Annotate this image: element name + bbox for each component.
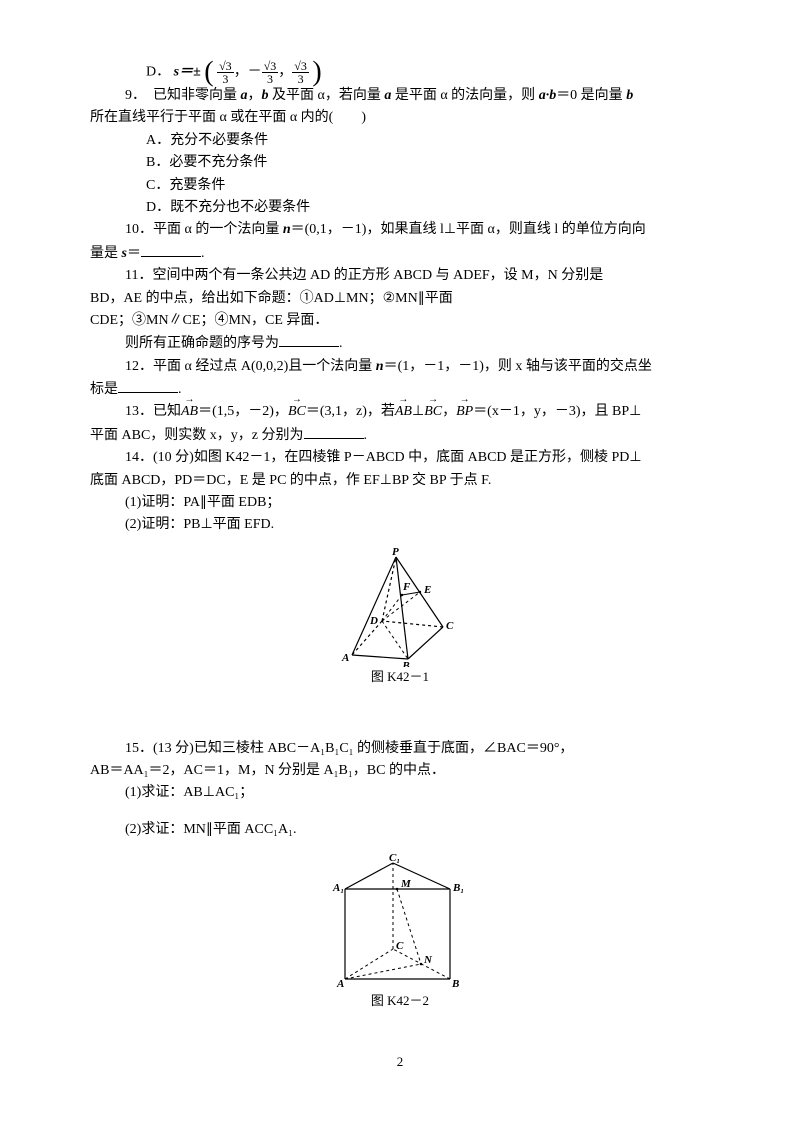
- svg-text:B: B: [401, 660, 409, 667]
- q13-line2: 平面 ABC，则实数 x，y，z 分别为.: [90, 424, 710, 447]
- q12-num: 12．: [125, 359, 153, 374]
- vec-bc: BC: [288, 401, 306, 423]
- opt-d-label: D．: [146, 65, 170, 80]
- svg-text:C: C: [396, 940, 404, 952]
- svg-text:A: A: [341, 652, 349, 664]
- rparen: ): [312, 57, 321, 88]
- vec-bp: BP: [456, 401, 473, 423]
- q8-option-d: D． s＝± ( √33，－√33，√33 ): [90, 60, 710, 85]
- q11-line1: 11．空间中两个有一条公共边 AD 的正方形 ABCD 与 ADEF，设 M，N…: [90, 265, 710, 287]
- svg-text:D: D: [369, 615, 378, 627]
- frac3: √33: [292, 60, 309, 85]
- q10-blank: [141, 242, 201, 257]
- svg-text:B: B: [451, 978, 459, 990]
- q12-blank: [118, 378, 178, 393]
- q13-line1: 13．已知AB＝(1,5，－2)，BC＝(3,1，z)，若AB⊥BC，BP＝(x…: [90, 401, 710, 423]
- q15-part1: (1)求证：AB⊥AC₁；: [90, 782, 710, 804]
- q9-optB: B．必要不充分条件: [90, 152, 710, 174]
- svg-text:M: M: [400, 878, 412, 890]
- svg-text:B₁: B₁: [452, 882, 464, 894]
- q12-line1: 12．平面 α 经过点 A(0,0,2)且一个法向量 n＝(1，－1，－1)，则…: [90, 356, 710, 378]
- q13-num: 13．: [125, 404, 153, 419]
- q11-line2: BD，AE 的中点，给出如下命题：①AD⊥MN；②MN∥平面: [90, 288, 710, 310]
- fig2-caption: 图 K42－2: [90, 991, 710, 1012]
- frac1: √33: [217, 60, 234, 85]
- svg-text:C: C: [446, 620, 454, 632]
- q13-blank: [304, 424, 364, 439]
- q11-num: 11．: [125, 268, 152, 283]
- figure-k42-2: C₁ A₁ B₁ M C N A B 图 K42－2: [90, 851, 710, 1012]
- q14-line2: 底面 ABCD，PD＝DC，E 是 PC 的中点，作 EF⊥BP 交 BP 于点…: [90, 470, 710, 492]
- svg-text:E: E: [423, 584, 431, 596]
- vec-ab2: AB: [395, 401, 412, 423]
- q9-optA: A．充分不必要条件: [90, 130, 710, 152]
- q10-line1: 10．平面 α 的一个法向量 n＝(0,1，－1)，如果直线 l⊥平面 α，则直…: [90, 219, 710, 241]
- frac2: √33: [262, 60, 279, 85]
- svg-text:F: F: [402, 581, 411, 593]
- svg-text:N: N: [423, 954, 433, 966]
- q9-optC: C．充要条件: [90, 175, 710, 197]
- vec-ab: AB: [181, 401, 198, 423]
- q14-part1: (1)证明：PA∥平面 EDB；: [90, 492, 710, 514]
- svg-text:C₁: C₁: [389, 852, 400, 864]
- vec-bc2: BC: [424, 401, 442, 423]
- lparen: (: [204, 57, 213, 88]
- q10-num: 10．: [125, 222, 153, 237]
- q9-line1: 9． 已知非零向量 a，b 及平面 α，若向量 a 是平面 α 的法向量，则 a…: [90, 85, 710, 107]
- q11-line3: CDE；③MN∥CE；④MN，CE 异面．: [90, 310, 710, 332]
- q15-part2: (2)求证：MN∥平面 ACC₁A₁.: [90, 819, 710, 841]
- q15-num: 15．: [125, 741, 153, 756]
- q9-optD: D．既不充分也不必要条件: [90, 197, 710, 219]
- opt-d-s: s＝±: [174, 65, 201, 80]
- svg-text:A: A: [336, 978, 344, 990]
- fig1-caption: 图 K42－1: [90, 667, 710, 688]
- q14-num: 14．: [125, 450, 153, 465]
- q9-line2: 所在直线平行于平面 α 或在平面 α 内的( ): [90, 107, 710, 129]
- q9-num: 9．: [125, 88, 139, 103]
- page-number: 2: [90, 1052, 710, 1073]
- q14-line1: 14．(10 分)如图 K42－1，在四棱锥 P－ABCD 中，底面 ABCD …: [90, 447, 710, 469]
- q11-line4: 则所有正确命题的序号为.: [90, 332, 710, 355]
- svg-text:A₁: A₁: [332, 882, 344, 894]
- q15-line1: 15．(13 分)已知三棱柱 ABC－A₁B₁C₁ 的侧棱垂直于底面，∠BAC＝…: [90, 738, 710, 760]
- q14-part2: (2)证明：PB⊥平面 EFD.: [90, 514, 710, 536]
- q10-line2: 量是 s＝.: [90, 242, 710, 265]
- q15-line2: AB＝AA₁＝2，AC＝1，M，N 分别是 A₁B₁，BC 的中点．: [90, 760, 710, 782]
- svg-text:P: P: [392, 547, 399, 558]
- q11-blank: [279, 332, 339, 347]
- figure-k42-1: P F E D C A B 图 K42－1: [90, 547, 710, 688]
